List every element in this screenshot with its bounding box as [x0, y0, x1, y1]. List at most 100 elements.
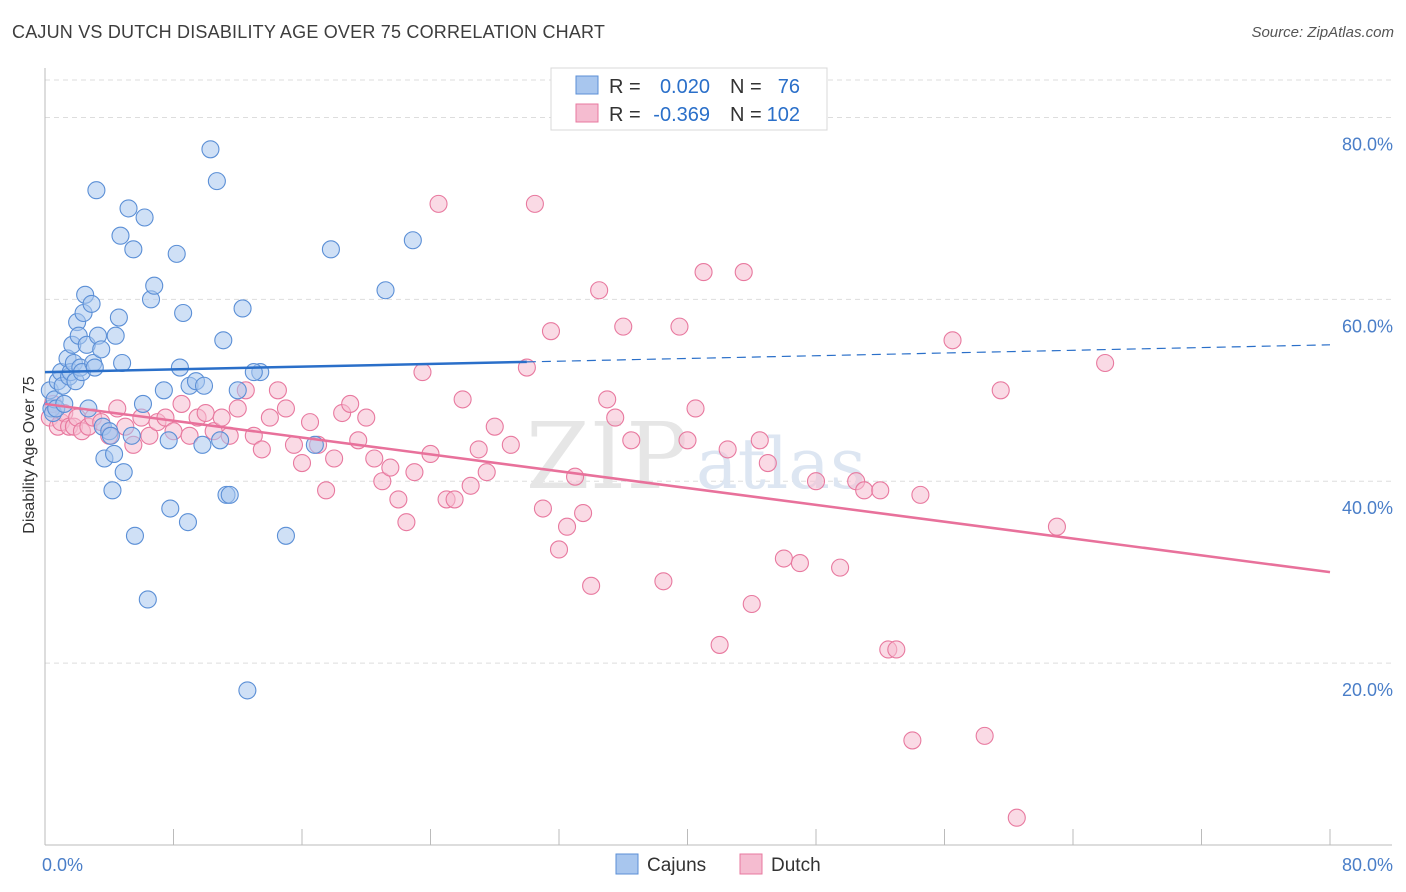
cajun-point [119, 199, 138, 218]
bottom-legend-label-cajuns: Cajuns [647, 855, 706, 876]
cajun-point [376, 281, 395, 300]
cajun-point [233, 299, 252, 318]
legend-n-label-dutch: N = [730, 104, 762, 126]
cajuns-trend-line [44, 360, 527, 374]
dutch-point [622, 431, 641, 450]
dutch-point [549, 540, 569, 559]
dutch-point [445, 490, 464, 509]
dutch-point [397, 513, 416, 532]
cajun-point [238, 681, 257, 700]
legend-r-value-dutch: -0.369 [653, 104, 710, 126]
dutch-point [574, 504, 593, 523]
cajuns-trend-extension [526, 344, 1331, 363]
dutch-point [212, 408, 231, 427]
dutch-point [429, 194, 448, 213]
cajun-point [214, 331, 233, 350]
dutch-point [566, 467, 585, 486]
bottom-legend-label-dutch: Dutch [771, 855, 821, 876]
axes [44, 68, 1392, 846]
cajun-point [138, 590, 157, 609]
cajun-point [145, 276, 164, 295]
dutch-point [694, 263, 713, 282]
cajun-point [167, 244, 186, 263]
stats-legend: R = 0.020 N = 76 R = -0.369 N = 102 [550, 67, 828, 131]
y-axis-label: Disability Age Over 75 [21, 376, 38, 534]
cajun-point [82, 294, 101, 313]
bottom-legend-swatch-cajuns [615, 853, 639, 875]
legend-r-value-cajuns: 0.020 [660, 76, 710, 98]
dutch-point [228, 399, 247, 418]
y-tick-label: 20.0% [1342, 680, 1393, 700]
cajun-point [113, 353, 132, 373]
dutch-point [598, 390, 617, 409]
dutch-point [670, 317, 689, 336]
dutch-point [373, 472, 392, 491]
cajun-point [106, 326, 125, 345]
cajun-point [159, 431, 178, 450]
dutch-point [284, 435, 304, 454]
dutch-point [758, 453, 777, 473]
dutch-points [40, 194, 1115, 827]
cajun-point [207, 172, 226, 191]
x-tick-label: 80.0% [1342, 855, 1393, 875]
source-credit: Source: ZipAtlas.com [1251, 24, 1394, 41]
cajun-point [125, 526, 144, 545]
dutch-point [855, 481, 874, 500]
dutch-point [606, 408, 625, 427]
dutch-point [1047, 517, 1066, 536]
dutch-trend-line [44, 402, 1331, 574]
dutch-point [501, 435, 520, 454]
dutch-point [533, 499, 552, 518]
dutch-point [469, 440, 488, 459]
dutch-point [300, 413, 320, 432]
dutch-point [477, 463, 496, 482]
dutch-point [268, 381, 287, 400]
cajun-point [220, 485, 239, 504]
cajun-point [133, 394, 153, 413]
trend-lines [44, 344, 1331, 574]
dutch-point [525, 194, 544, 213]
dutch-point [140, 426, 159, 445]
dutch-point [461, 476, 480, 495]
legend-r-label-cajuns: R = [609, 76, 641, 98]
dutch-point [485, 417, 504, 436]
legend-swatch-cajuns [575, 75, 599, 95]
dutch-point [405, 463, 424, 482]
cajun-point [124, 240, 143, 259]
cajun-point [103, 481, 122, 500]
dutch-point [453, 390, 472, 409]
dutch-point [381, 458, 400, 477]
legend-n-value-cajuns: 76 [778, 76, 800, 98]
dutch-point [654, 572, 673, 591]
dutch-point [252, 440, 271, 459]
dutch-point [750, 431, 769, 450]
bottom-legend-swatch-dutch [739, 853, 763, 875]
dutch-point [325, 449, 344, 468]
cajun-point [201, 140, 220, 159]
y-tick-label: 80.0% [1342, 134, 1393, 154]
dutch-point [871, 481, 890, 500]
cajun-point [161, 499, 180, 518]
dutch-point [790, 554, 809, 573]
y-tick-label: 60.0% [1342, 316, 1393, 336]
legend-swatch-dutch [575, 103, 599, 123]
cajun-point [178, 513, 198, 532]
y-tick-label: 40.0% [1342, 498, 1393, 518]
bottom-legend: Cajuns Dutch [615, 853, 821, 876]
dutch-point [260, 408, 279, 427]
cajun-point [109, 308, 128, 327]
cajun-point [244, 363, 263, 382]
tick-labels: 20.0% 40.0% 60.0% 80.0% 0.0% 80.0% [42, 134, 1393, 875]
cajun-point [154, 381, 173, 400]
cajun-point [228, 381, 247, 400]
cajun-point [105, 444, 124, 464]
cajun-point [403, 231, 422, 250]
watermark-atlas: atlas [696, 423, 866, 505]
cajun-point [174, 303, 193, 323]
cajun-point [92, 340, 111, 359]
cajun-point [193, 435, 212, 454]
cajun-point [87, 181, 106, 200]
dutch-point [196, 403, 215, 423]
cajun-point [122, 426, 141, 445]
